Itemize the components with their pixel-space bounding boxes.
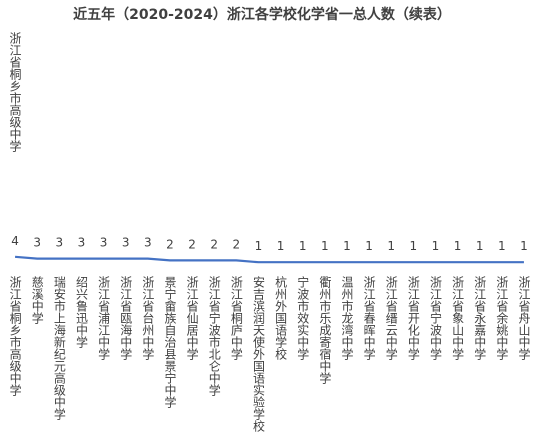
value-label: 2 [210, 237, 218, 251]
x-tick-label: 浙江省春晖中学 [362, 276, 376, 360]
value-label: 3 [33, 236, 41, 250]
value-label: 1 [476, 239, 484, 253]
x-tick-label: 宁波市效实中学 [296, 275, 310, 360]
x-tick-label: 浙江省瓯海中学 [119, 276, 133, 360]
value-label: 1 [299, 239, 307, 253]
line [14, 255, 524, 264]
x-tick-label: 瑞安市上海新纪元高级中学 [52, 276, 66, 420]
value-label: 2 [166, 237, 174, 251]
x-tick-label: 浙江省桐乡市高级中学 [8, 276, 22, 396]
value-label: 3 [78, 236, 86, 250]
x-tick-label: 浙江省桐庐中学 [229, 276, 243, 360]
value-label: 1 [520, 239, 528, 253]
value-label: 1 [343, 239, 351, 253]
overlap-label: 浙江省桐乡市高级中学 [8, 32, 22, 152]
value-label: 1 [365, 239, 373, 253]
x-tick-label: 浙江省缙云中学 [384, 276, 398, 360]
x-tick-label: 浙江省开化中学 [406, 276, 420, 360]
value-label: 1 [432, 239, 440, 253]
x-tick-label: 温州市龙湾中学 [340, 276, 354, 360]
value-label: 2 [188, 237, 196, 251]
x-tick-label: 杭州外国语学校 [274, 275, 288, 360]
x-tick-label: 浙江省台州中学 [141, 276, 155, 360]
value-label: 1 [409, 239, 417, 253]
x-tick-label: 衢州市乐成寄宿中学 [318, 276, 332, 384]
x-tick-label: 浙江省宁波市北仑中学 [207, 276, 221, 396]
value-label: 1 [277, 239, 285, 253]
x-tick-label: 浙江省仙居中学 [185, 276, 199, 360]
x-tick-label: 安吉滨润天使外国语实验学校 [251, 275, 265, 432]
x-tick-label: 浙江省浦江中学 [97, 276, 111, 360]
value-label: 3 [122, 236, 130, 250]
value-label: 1 [255, 239, 263, 253]
value-label: 3 [55, 236, 63, 250]
value-label: 2 [232, 237, 240, 251]
x-tick-label: 浙江省舟山中学 [517, 276, 531, 360]
x-tick-label: 浙江省永嘉中学 [473, 276, 487, 360]
value-label: 4 [11, 234, 19, 248]
x-tick-label: 绍兴鲁迅中学 [74, 276, 88, 348]
x-tick-label: 景宁畲族自治县景宁中学 [163, 276, 177, 408]
value-label: 1 [498, 239, 506, 253]
x-tick-label: 浙江省宁波中学 [428, 276, 442, 360]
value-label: 1 [387, 239, 395, 253]
x-tick-label: 慈溪中学 [30, 275, 44, 324]
value-label: 1 [454, 239, 462, 253]
x-tick-label: 浙江省余姚中学 [495, 276, 509, 360]
value-label: 3 [100, 236, 108, 250]
chart-title: 近五年（2020-2024）浙江各学校化学省一总人数（续表） [73, 6, 451, 23]
x-tick-label: 浙江省象山中学 [451, 276, 465, 360]
value-label: 1 [321, 239, 329, 253]
value-label: 3 [144, 236, 152, 250]
